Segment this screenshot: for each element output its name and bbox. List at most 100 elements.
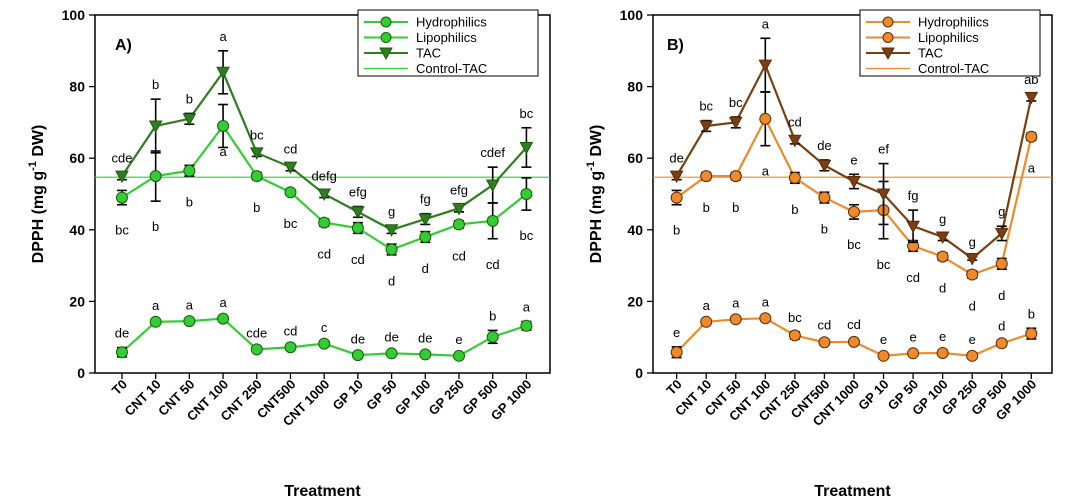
significance-letter: b — [732, 200, 739, 215]
y-tick-label: 60 — [627, 150, 643, 166]
data-point — [965, 252, 980, 266]
data-point — [217, 119, 230, 132]
significance-letter: e — [969, 332, 976, 347]
legend-label: Control-TAC — [918, 61, 989, 76]
significance-letter: a — [762, 16, 770, 31]
data-point — [699, 120, 714, 134]
data-point — [520, 188, 533, 200]
significance-letter: cdef — [480, 145, 505, 160]
data-point — [351, 222, 364, 235]
significance-letter: a — [219, 144, 227, 159]
data-point — [700, 315, 713, 328]
significance-letter: bc — [788, 310, 802, 325]
significance-letter: a — [523, 299, 531, 314]
significance-letter: b — [186, 91, 193, 106]
y-tick-label: 0 — [635, 365, 643, 381]
significance-letter: a — [732, 296, 740, 311]
data-point — [818, 191, 831, 204]
data-point — [453, 218, 465, 231]
significance-letter: cde — [246, 326, 267, 341]
significance-letter: d — [388, 273, 395, 288]
significance-letter: cd — [452, 248, 466, 263]
significance-letter: b — [489, 308, 496, 323]
x-axis-title: Treatment — [284, 483, 361, 500]
significance-letter: g — [998, 204, 1005, 219]
data-point — [877, 349, 890, 362]
legend-label: Lipophilics — [918, 30, 979, 45]
y-tick-label: 100 — [620, 7, 644, 23]
data-point — [384, 224, 399, 237]
significance-letter: e — [880, 332, 887, 347]
data-point — [995, 257, 1008, 270]
significance-letter: ef — [878, 142, 889, 157]
data-point — [520, 319, 533, 332]
y-tick-label: 60 — [69, 150, 85, 166]
y-tick-label: 40 — [69, 222, 85, 238]
significance-letter: b — [152, 219, 159, 234]
significance-letter: a — [1028, 161, 1036, 176]
significance-letter: b — [152, 77, 159, 92]
significance-letter: b — [1028, 306, 1035, 321]
data-point — [318, 337, 331, 350]
x-tick-label: GP 10 — [330, 377, 367, 414]
significance-letter: cd — [351, 252, 365, 267]
data-point — [817, 159, 832, 173]
data-point — [729, 170, 742, 183]
significance-letter: e — [673, 325, 680, 340]
significance-letter: bc — [520, 228, 534, 243]
significance-letter: a — [219, 29, 227, 44]
data-point — [669, 170, 684, 184]
significance-letter: d — [939, 281, 946, 296]
significance-letter: cd — [906, 270, 920, 285]
significance-letter: g — [388, 204, 395, 219]
data-point — [419, 348, 432, 361]
significance-letter: cd — [317, 247, 331, 262]
data-point — [419, 230, 432, 243]
significance-letter: d — [969, 299, 976, 314]
y-tick-label: 80 — [69, 79, 85, 95]
data-point — [452, 202, 466, 216]
data-point — [183, 164, 196, 177]
data-point — [936, 346, 949, 359]
significance-letter: b — [673, 223, 680, 238]
significance-letter: bc — [729, 95, 743, 110]
data-point — [906, 220, 920, 234]
data-point — [966, 349, 979, 362]
significance-letter: a — [186, 297, 194, 312]
significance-letter: cd — [284, 323, 298, 338]
data-point — [670, 346, 683, 359]
data-point — [385, 243, 398, 256]
data-point — [418, 213, 433, 227]
data-point — [115, 191, 128, 204]
data-point — [216, 66, 230, 80]
significance-letter: a — [703, 298, 711, 313]
panel-label: A) — [115, 37, 132, 54]
significance-letter: a — [152, 298, 160, 313]
y-tick-label: 20 — [69, 293, 85, 309]
data-point — [759, 312, 772, 325]
data-point — [728, 116, 743, 130]
data-point — [700, 170, 713, 183]
significance-letter: cde — [111, 151, 132, 166]
significance-letter: bc — [250, 127, 264, 142]
significance-letter: e — [909, 330, 916, 345]
significance-letter: d — [998, 288, 1005, 303]
significance-letter: bc — [115, 223, 129, 238]
data-point — [788, 171, 801, 184]
legend-marker — [882, 16, 894, 28]
significance-letter: g — [939, 211, 946, 226]
data-point — [148, 120, 163, 134]
x-tick-label: GP 10 — [855, 377, 892, 414]
data-point — [149, 315, 162, 328]
data-point — [318, 216, 331, 229]
significance-letter: g — [969, 235, 976, 250]
significance-letter: de — [351, 331, 365, 346]
data-point — [485, 179, 500, 193]
data-point — [759, 112, 772, 125]
data-point — [283, 161, 298, 175]
plot-frame — [94, 14, 551, 374]
